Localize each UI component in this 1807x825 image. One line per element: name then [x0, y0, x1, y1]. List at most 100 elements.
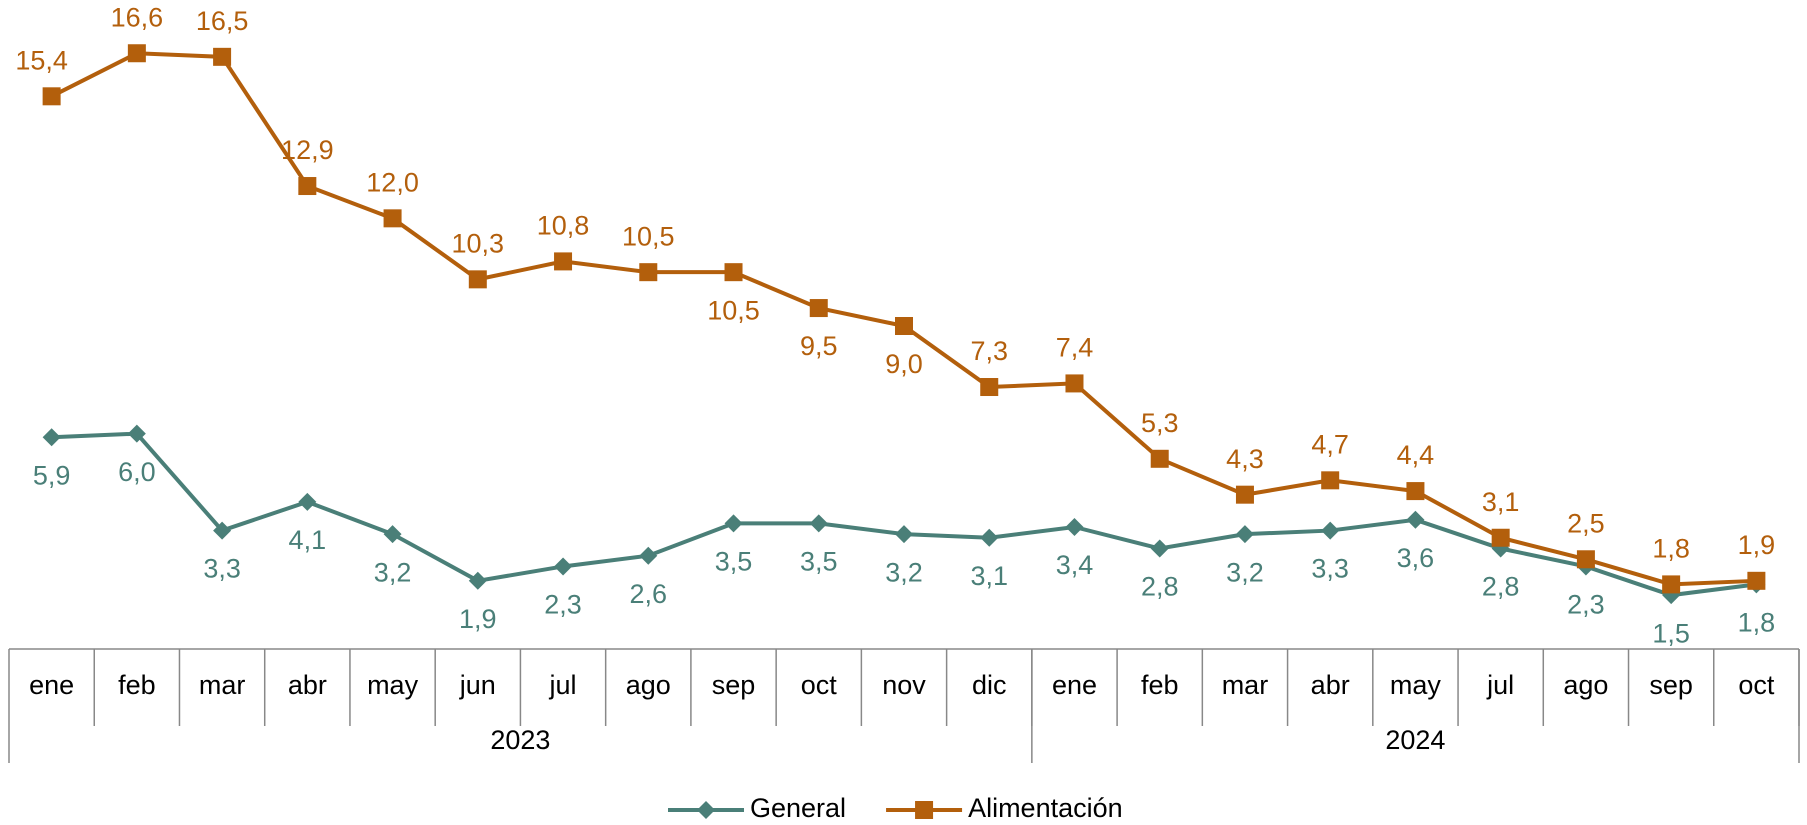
point [1150, 449, 1169, 468]
x-tick-label: may [367, 670, 419, 700]
x-tick-label: nov [882, 670, 926, 700]
x-tick-label: jul [549, 670, 577, 700]
point [1065, 517, 1084, 536]
data-label: 3,1 [1482, 487, 1520, 517]
x-tick-label: ene [1052, 670, 1097, 700]
x-tick-label: sep [712, 670, 756, 700]
point [127, 424, 146, 443]
data-label: 12,0 [366, 167, 419, 197]
data-label: 2,5 [1567, 508, 1605, 538]
x-tick-label: abr [288, 670, 327, 700]
data-label: 4,1 [289, 525, 327, 555]
data-label: 10,5 [622, 221, 675, 251]
data-label: 3,3 [1311, 554, 1349, 584]
point [1235, 485, 1254, 504]
data-label: 10,5 [707, 295, 760, 325]
point [127, 44, 146, 63]
point [895, 317, 913, 335]
point [1065, 374, 1084, 393]
legend-label: General [750, 793, 846, 823]
point [1235, 525, 1254, 544]
data-label: 4,4 [1397, 440, 1435, 470]
point [724, 514, 743, 533]
point [809, 514, 828, 533]
point [468, 571, 487, 590]
data-label: 4,7 [1311, 429, 1349, 459]
point [298, 492, 317, 511]
data-label: 7,4 [1056, 333, 1094, 363]
data-label: 2,3 [1567, 590, 1605, 620]
data-label: 12,9 [281, 135, 334, 165]
point [895, 525, 913, 544]
point [468, 270, 487, 289]
data-label: 3,5 [715, 547, 753, 577]
data-label: 3,3 [203, 554, 241, 584]
data-label: 1,5 [1652, 618, 1690, 648]
point [1406, 510, 1425, 529]
x-tick-label: sep [1649, 670, 1693, 700]
x-tick-label: dic [972, 670, 1007, 700]
data-label: 3,1 [970, 561, 1008, 591]
data-label: 3,2 [1226, 557, 1264, 587]
x-tick-label: may [1390, 670, 1442, 700]
point [980, 528, 999, 547]
data-label: 1,8 [1652, 534, 1690, 564]
point [1662, 575, 1681, 594]
data-label: 10,8 [537, 211, 590, 241]
point [213, 47, 232, 66]
x-tick-label: oct [1738, 670, 1775, 700]
data-label: 16,5 [196, 6, 249, 36]
x-tick-label: ago [626, 670, 671, 700]
x-tick-label: mar [199, 670, 246, 700]
point [639, 263, 658, 282]
x-tick-label: abr [1311, 670, 1350, 700]
x-tick-label: mar [1222, 670, 1269, 700]
point [1321, 521, 1340, 540]
data-label: 9,5 [800, 331, 838, 361]
data-label: 5,9 [33, 460, 71, 490]
point [1576, 550, 1595, 569]
point [724, 263, 743, 282]
data-label: 4,3 [1226, 444, 1264, 474]
point [1491, 528, 1510, 547]
point [383, 209, 402, 228]
data-label: 6,0 [118, 457, 156, 487]
point [383, 525, 402, 544]
legend-label: Alimentación [968, 793, 1123, 823]
point [809, 299, 828, 318]
data-label: 3,4 [1056, 550, 1094, 580]
data-label: 3,2 [374, 557, 412, 587]
data-label: 7,3 [970, 336, 1008, 366]
data-label: 3,5 [800, 547, 838, 577]
data-label: 3,6 [1397, 543, 1435, 573]
data-label: 9,0 [885, 349, 923, 379]
point [42, 428, 61, 447]
data-label: 2,8 [1482, 572, 1520, 602]
point [915, 801, 934, 819]
data-label: 10,3 [452, 228, 505, 258]
point [697, 801, 715, 819]
data-label: 2,6 [630, 579, 668, 609]
point [1321, 471, 1340, 490]
data-label: 5,3 [1141, 408, 1179, 438]
group-label: 2023 [490, 725, 550, 755]
data-label: 1,9 [1738, 530, 1776, 560]
data-label: 1,8 [1738, 608, 1776, 638]
x-tick-label: ene [29, 670, 74, 700]
x-tick-label: feb [1141, 670, 1179, 700]
point [42, 87, 61, 106]
x-tick-label: oct [801, 670, 838, 700]
point [1747, 571, 1766, 590]
point [298, 177, 317, 196]
group-label: 2024 [1385, 725, 1445, 755]
x-tick-label: ago [1563, 670, 1608, 700]
point [639, 546, 658, 565]
data-label: 15,4 [15, 45, 68, 75]
point [1150, 539, 1169, 558]
data-label: 16,6 [111, 2, 164, 32]
point [213, 521, 232, 540]
x-tick-label: jul [1486, 670, 1514, 700]
point [1406, 482, 1425, 501]
